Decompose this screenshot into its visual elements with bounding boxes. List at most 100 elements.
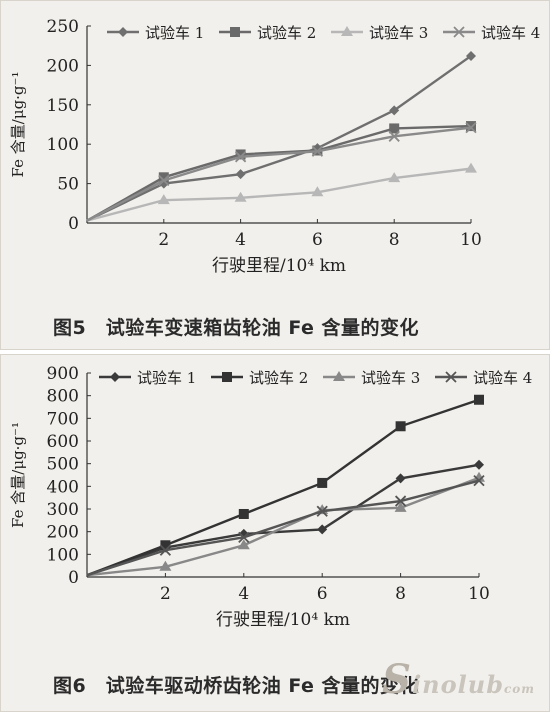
chart1-series-4-point bbox=[234, 151, 247, 163]
chart2-x-tick-label: 8 bbox=[395, 584, 406, 604]
chart2-legend-marker bbox=[110, 372, 120, 382]
chart1-y-tick-label: 200 bbox=[47, 56, 79, 76]
figure-5-panel: 0 50 100 150 200 250 2 4 6 8 10 行驶里程/10⁴ km Fe 含量/μg… bbox=[0, 0, 550, 350]
chart2-x-axis-label: 行驶里程/10⁴ km bbox=[216, 610, 350, 630]
chart2-series-1-point bbox=[395, 473, 406, 484]
chart1-x-tick-label: 6 bbox=[312, 230, 323, 250]
chart2-series-1 bbox=[86, 459, 484, 577]
chart1-series-4-point bbox=[311, 145, 324, 157]
chart2-series-4-point bbox=[316, 505, 328, 517]
sinolub-watermark: Sinolubcom bbox=[382, 656, 535, 703]
chart1-y-tick-label: 50 bbox=[57, 175, 79, 195]
figure-6-caption: 图6 试验车驱动桥齿轮油 Fe 含量的变化 bbox=[53, 675, 420, 697]
chart1-series-2-point bbox=[235, 149, 246, 160]
figure-5-caption: 图5 试验车变速箱齿轮油 Fe 含量的变化 bbox=[53, 317, 420, 339]
chart1-series-3-point bbox=[311, 186, 324, 197]
chart2-y-tick-label: 600 bbox=[47, 432, 79, 452]
chart1-series-1-point bbox=[235, 169, 246, 180]
chart2-y-tick-label: 300 bbox=[47, 500, 79, 520]
chart1-series-1-point bbox=[466, 50, 476, 61]
chart1-series-2-point bbox=[466, 121, 476, 132]
chart1-series-3-point bbox=[388, 172, 401, 183]
chart2-y-tick-label: 900 bbox=[47, 364, 79, 384]
chart1-legend-marker bbox=[230, 27, 240, 37]
chart2-series-3-line bbox=[86, 476, 480, 577]
chart2-series-3-point bbox=[159, 560, 172, 571]
chart2-x-tick-label: 2 bbox=[160, 584, 171, 604]
chart2-legend-label: 试验车 3 bbox=[361, 369, 420, 387]
chart1-y-tick-label: 150 bbox=[47, 96, 79, 116]
chart1-legend-label: 试验车 1 bbox=[145, 24, 204, 42]
chart2-series-1-point bbox=[238, 528, 249, 539]
chart2-y-tick-label: 100 bbox=[47, 545, 79, 565]
chart2-series-1-point bbox=[317, 524, 328, 535]
chart2-series-2-point bbox=[395, 421, 406, 432]
chart2-legend: 试验车 1 试验车 2 试验车 3 试验车 4 bbox=[99, 369, 532, 387]
chart2-y-tick-label: 200 bbox=[47, 523, 79, 543]
chart2-x-tick-label: 4 bbox=[238, 584, 249, 604]
chart1-series-4-point bbox=[388, 130, 400, 142]
chart2-series-1-line bbox=[86, 463, 480, 577]
figure-6-panel: 0 100 200 300 400 500 600 700 800 900 2 4 6 8 10 行驶里程/1… bbox=[0, 354, 550, 712]
chart2-series-2-point bbox=[238, 508, 249, 519]
figure-5-chart: 0 50 100 150 200 250 2 4 6 8 10 行驶里程/10⁴ km Fe 含量/μg… bbox=[9, 17, 540, 276]
chart2-series-2-point bbox=[160, 540, 171, 551]
chart2-legend-label: 试验车 4 bbox=[473, 369, 532, 387]
chart1-series-3-point bbox=[157, 194, 170, 205]
chart1-series-2-point bbox=[158, 172, 169, 183]
chart1-y-tick-label: 250 bbox=[47, 17, 79, 37]
chart2-series-3-point bbox=[237, 539, 250, 550]
chart2-legend-label: 试验车 2 bbox=[249, 369, 308, 387]
chart2-x-tick-label: 10 bbox=[468, 584, 490, 604]
chart2-legend-marker bbox=[445, 371, 457, 383]
chart2-series-2 bbox=[86, 394, 484, 577]
chart1-legend-marker bbox=[341, 26, 353, 36]
chart1-x-tick-label: 4 bbox=[235, 230, 246, 250]
chart2-series-4-line bbox=[86, 479, 480, 577]
chart2-series-3-point bbox=[473, 471, 485, 482]
chart1-series-1-line bbox=[86, 54, 472, 222]
chart2-series-4-point bbox=[394, 495, 407, 507]
chart2-series-3-point bbox=[394, 501, 407, 512]
chart2-y-tick-label: 700 bbox=[47, 409, 79, 429]
chart1-series-2-line bbox=[86, 124, 472, 222]
chart1-legend-label: 试验车 3 bbox=[369, 24, 428, 42]
chart1-y-tick-label: 100 bbox=[47, 135, 79, 155]
chart1-legend-label: 试验车 4 bbox=[481, 24, 540, 42]
chart2-legend-marker bbox=[222, 372, 232, 382]
chart1-legend: 试验车 1 试验车 2 试验车 3 试验车 4 bbox=[107, 24, 540, 42]
chart2-x-tick-label: 6 bbox=[317, 584, 328, 604]
chart1-series-3-line bbox=[86, 167, 472, 222]
chart2-series-1-point bbox=[474, 459, 484, 470]
chart1-series-2-point bbox=[389, 123, 400, 134]
chart1-series-4-point bbox=[465, 122, 477, 134]
chart1-legend-label: 试验车 2 bbox=[257, 24, 316, 42]
chart1-legend-marker bbox=[118, 27, 128, 37]
chart2-series-4-point bbox=[159, 544, 172, 556]
chart1-series-3-point bbox=[465, 162, 477, 173]
chart1-series-1-point bbox=[389, 105, 400, 116]
chart1-x-tick-label: 2 bbox=[158, 230, 169, 250]
chart1-series-4 bbox=[86, 122, 477, 222]
chart2-series-2-point bbox=[317, 477, 328, 488]
chart2-y-tick-label: 0 bbox=[68, 568, 79, 588]
chart1-y-tick-label: 0 bbox=[68, 214, 79, 234]
chart1-legend-marker bbox=[453, 26, 465, 38]
chart2-series-4-point bbox=[473, 475, 485, 487]
chart2-y-tick-label: 800 bbox=[47, 387, 79, 407]
chart2-y-axis-label: Fe 含量/μg·g⁻¹ bbox=[9, 422, 27, 528]
chart2-legend-label: 试验车 1 bbox=[137, 369, 196, 387]
chart1-x-tick-label: 8 bbox=[389, 230, 400, 250]
chart2-y-tick-label: 500 bbox=[47, 455, 79, 475]
chart1-y-axis-label: Fe 含量/μg·g⁻¹ bbox=[9, 72, 27, 178]
chart2-series-2-point bbox=[474, 394, 484, 405]
chart2-legend-marker bbox=[333, 371, 345, 381]
chart1-axes: 0 50 100 150 200 250 2 4 6 8 10 bbox=[47, 17, 482, 250]
chart1-series-3-point bbox=[234, 191, 247, 202]
chart2-series-4-point bbox=[238, 531, 250, 543]
chart2-series-4 bbox=[86, 475, 485, 577]
chart1-series-3 bbox=[86, 162, 477, 222]
